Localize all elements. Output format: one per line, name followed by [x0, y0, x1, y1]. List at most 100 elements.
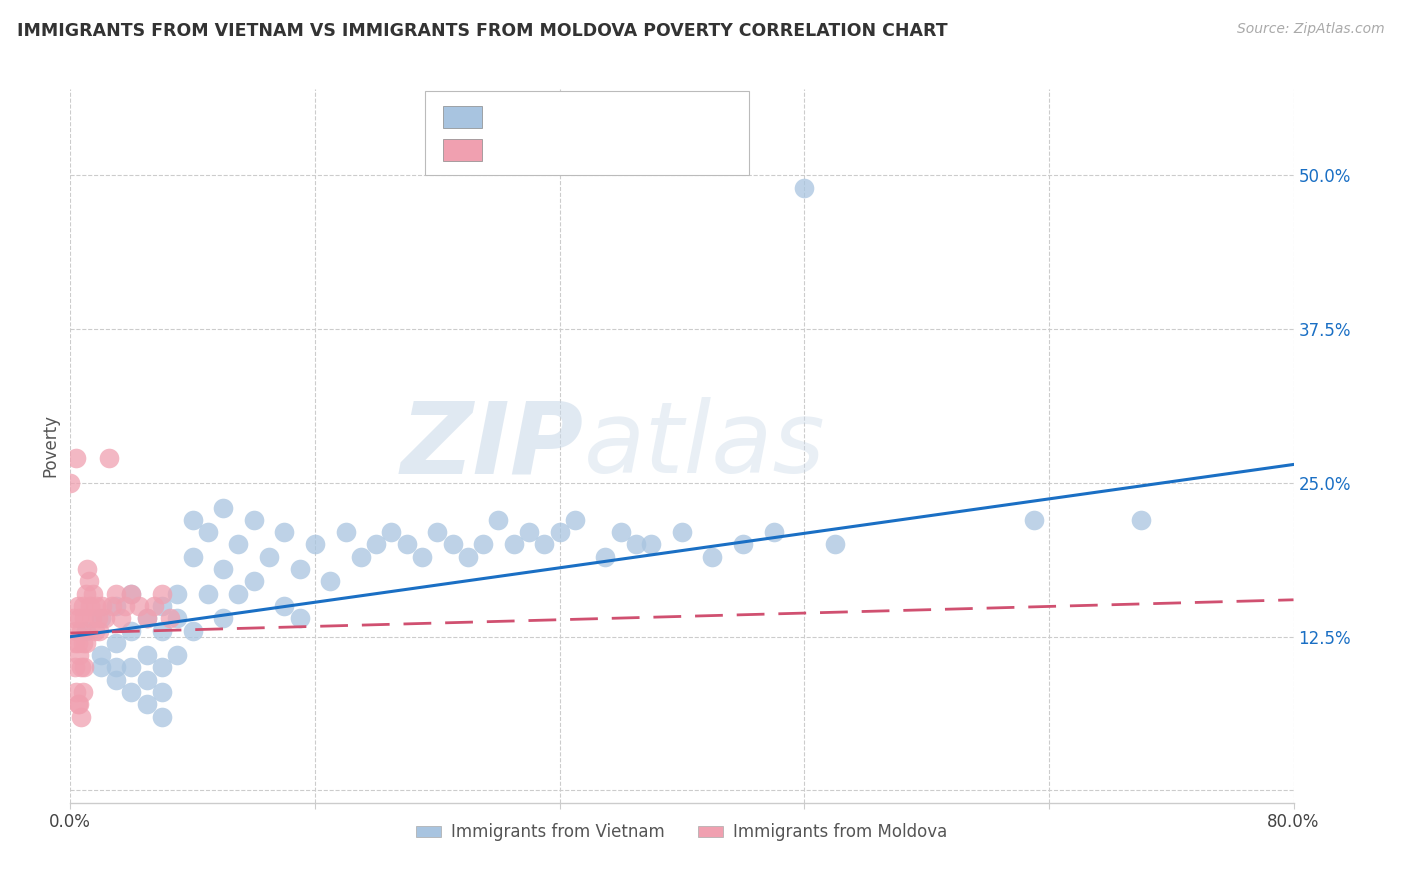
Point [135, 611, 157, 625]
Point [197, 525, 219, 540]
Point [69, 611, 91, 625]
Point [75, 587, 97, 601]
Point [83, 624, 105, 638]
Point [80, 611, 103, 625]
Point [70, 660, 93, 674]
Point [350, 549, 373, 564]
Point [228, 537, 250, 551]
Point [72, 636, 94, 650]
Point [257, 549, 280, 564]
Text: 0.031: 0.031 [529, 141, 579, 159]
Text: ZIP: ZIP [401, 398, 583, 494]
Point [548, 525, 571, 540]
Point [366, 537, 388, 551]
Point [66, 599, 89, 613]
Point [273, 599, 295, 613]
Point [105, 673, 128, 687]
Y-axis label: Poverty: Poverty [41, 415, 59, 477]
Text: IMMIGRANTS FROM VIETNAM VS IMMIGRANTS FROM MOLDOVA POVERTY CORRELATION CHART: IMMIGRANTS FROM VIETNAM VS IMMIGRANTS FR… [17, 22, 948, 40]
Point [135, 611, 157, 625]
Point [65, 685, 87, 699]
Point [100, 599, 122, 613]
Point [702, 549, 724, 564]
Point [69, 648, 91, 662]
Point [77, 574, 100, 589]
Point [243, 574, 266, 589]
Point [319, 574, 342, 589]
Point [197, 587, 219, 601]
Point [89, 624, 111, 638]
Point [288, 611, 311, 625]
Text: atlas: atlas [583, 398, 825, 494]
Point [90, 660, 112, 674]
Point [166, 611, 188, 625]
Point [150, 624, 173, 638]
Point [105, 636, 128, 650]
Point [105, 599, 128, 613]
Point [441, 537, 464, 551]
Text: 43: 43 [637, 141, 659, 159]
Point [150, 587, 173, 601]
Point [166, 587, 188, 601]
Point [595, 549, 617, 564]
Point [228, 587, 250, 601]
Point [488, 513, 510, 527]
Point [62, 611, 84, 625]
Point [671, 525, 693, 540]
Point [73, 660, 96, 674]
Text: N =: N = [602, 108, 641, 126]
Point [70, 624, 93, 638]
Point [59, 475, 82, 490]
Point [63, 636, 86, 650]
Point [69, 698, 91, 712]
Point [110, 611, 132, 625]
Point [335, 525, 357, 540]
Text: R =: R = [494, 141, 533, 159]
Point [72, 685, 94, 699]
Point [121, 685, 143, 699]
Text: 0.414: 0.414 [529, 108, 581, 126]
Point [75, 624, 97, 638]
Point [610, 525, 633, 540]
Point [533, 537, 555, 551]
Point [288, 562, 311, 576]
Point [94, 611, 117, 625]
Point [63, 660, 86, 674]
Point [128, 599, 150, 613]
Point [121, 587, 143, 601]
Point [824, 537, 846, 551]
Point [66, 698, 89, 712]
Point [426, 525, 449, 540]
Point [1022, 513, 1045, 527]
Point [181, 513, 204, 527]
Point [135, 673, 157, 687]
Point [76, 562, 98, 576]
Point [472, 537, 495, 551]
Text: R =: R = [494, 108, 533, 126]
Point [395, 537, 418, 551]
Point [97, 451, 120, 466]
Point [65, 624, 87, 638]
Legend: Immigrants from Vietnam, Immigrants from Moldova: Immigrants from Vietnam, Immigrants from… [409, 817, 955, 848]
Point [150, 685, 173, 699]
Point [212, 562, 235, 576]
Point [166, 648, 188, 662]
Point [79, 599, 101, 613]
Point [135, 648, 157, 662]
Text: N =: N = [602, 141, 641, 159]
Point [73, 611, 96, 625]
Text: Source: ZipAtlas.com: Source: ZipAtlas.com [1237, 22, 1385, 37]
Point [624, 537, 647, 551]
Point [90, 648, 112, 662]
Point [91, 599, 114, 613]
Text: 71: 71 [637, 108, 659, 126]
Point [517, 525, 540, 540]
Point [564, 513, 586, 527]
Point [212, 611, 235, 625]
Point [380, 525, 402, 540]
Point [181, 624, 204, 638]
Point [135, 698, 157, 712]
Point [114, 599, 136, 613]
Point [150, 709, 173, 723]
Point [793, 180, 815, 194]
